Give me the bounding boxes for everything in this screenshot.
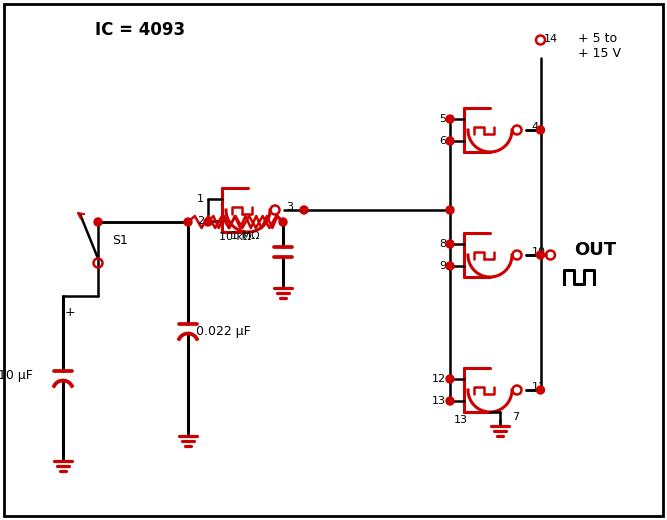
Circle shape <box>536 251 544 259</box>
Circle shape <box>184 218 192 226</box>
Text: 10 kΩ: 10 kΩ <box>219 232 251 242</box>
Text: 10: 10 <box>532 247 546 257</box>
Circle shape <box>300 206 308 214</box>
Text: 1 MΩ: 1 MΩ <box>231 231 260 241</box>
Text: +: + <box>65 305 75 318</box>
Text: 1: 1 <box>197 194 204 204</box>
Text: 3: 3 <box>287 202 293 212</box>
Text: OUT: OUT <box>574 241 616 259</box>
Circle shape <box>536 386 544 394</box>
Text: 5: 5 <box>439 114 446 124</box>
Text: 12: 12 <box>432 374 446 384</box>
Circle shape <box>446 375 454 383</box>
Text: 8: 8 <box>439 239 446 249</box>
Circle shape <box>94 218 102 226</box>
Text: + 5 to
+ 15 V: + 5 to + 15 V <box>578 32 622 60</box>
Circle shape <box>279 218 287 226</box>
Circle shape <box>446 397 454 405</box>
Text: 9: 9 <box>439 261 446 271</box>
Text: 7: 7 <box>512 412 519 422</box>
Text: 14: 14 <box>544 34 558 44</box>
Circle shape <box>446 137 454 145</box>
Text: 11: 11 <box>532 382 546 392</box>
Circle shape <box>446 206 454 214</box>
Circle shape <box>446 262 454 270</box>
Text: S1: S1 <box>112 234 128 247</box>
Circle shape <box>446 240 454 248</box>
Text: 10 μF: 10 μF <box>0 369 33 382</box>
Text: 2: 2 <box>197 216 204 226</box>
Text: 13: 13 <box>432 396 446 406</box>
Text: 0.022 μF: 0.022 μF <box>196 324 251 337</box>
Circle shape <box>536 126 544 134</box>
Text: 13: 13 <box>454 415 468 425</box>
Text: 6: 6 <box>439 136 446 146</box>
Text: 4: 4 <box>532 122 539 132</box>
Circle shape <box>446 115 454 123</box>
Circle shape <box>204 218 212 226</box>
Text: IC = 4093: IC = 4093 <box>95 21 185 39</box>
